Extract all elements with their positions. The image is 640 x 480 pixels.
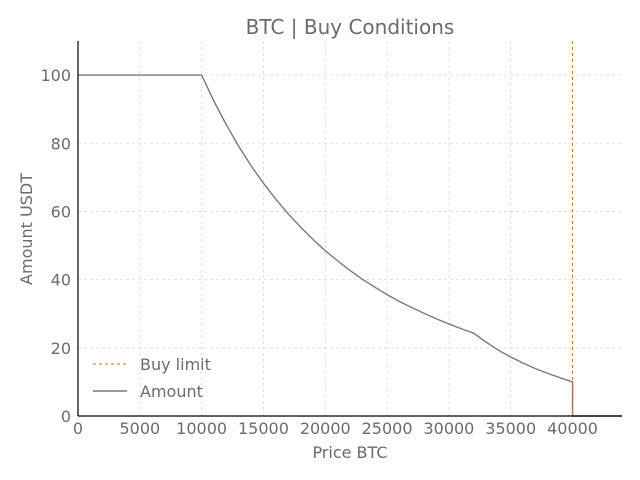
legend-label-amount: Amount (140, 382, 203, 401)
legend-label-buy-limit: Buy limit (140, 355, 211, 374)
y-tick-label: 20 (51, 339, 71, 358)
axes (77, 41, 622, 417)
y-tick-labels: 0 20 40 60 80 100 (40, 66, 71, 426)
y-tick-label: 60 (51, 202, 71, 221)
x-tick-label: 30000 (423, 419, 474, 438)
y-axis-title: Amount USDT (17, 173, 36, 285)
y-tick-label: 100 (40, 66, 71, 85)
x-tick-label: 15000 (238, 419, 289, 438)
y-tick-label: 80 (51, 134, 71, 153)
legend: Buy limit Amount (93, 355, 211, 401)
x-tick-label: 0 (73, 419, 83, 438)
series-line-amount (78, 74, 622, 417)
x-tick-label: 20000 (300, 419, 351, 438)
y-tick-label: 40 (51, 271, 71, 290)
x-tick-label: 25000 (362, 419, 413, 438)
x-axis-title: Price BTC (312, 443, 387, 462)
y-tick-label: 0 (61, 407, 71, 426)
x-tick-label: 5000 (119, 419, 160, 438)
x-tick-label: 10000 (176, 419, 227, 438)
grid (78, 41, 622, 416)
x-tick-label: 35000 (485, 419, 536, 438)
series-layer (78, 41, 622, 417)
x-tick-label: 40000 (547, 419, 598, 438)
chart-title: BTC | Buy Conditions (246, 15, 455, 39)
x-tick-labels: 0 5000 10000 15000 20000 25000 30000 35000 40000 (73, 419, 598, 438)
